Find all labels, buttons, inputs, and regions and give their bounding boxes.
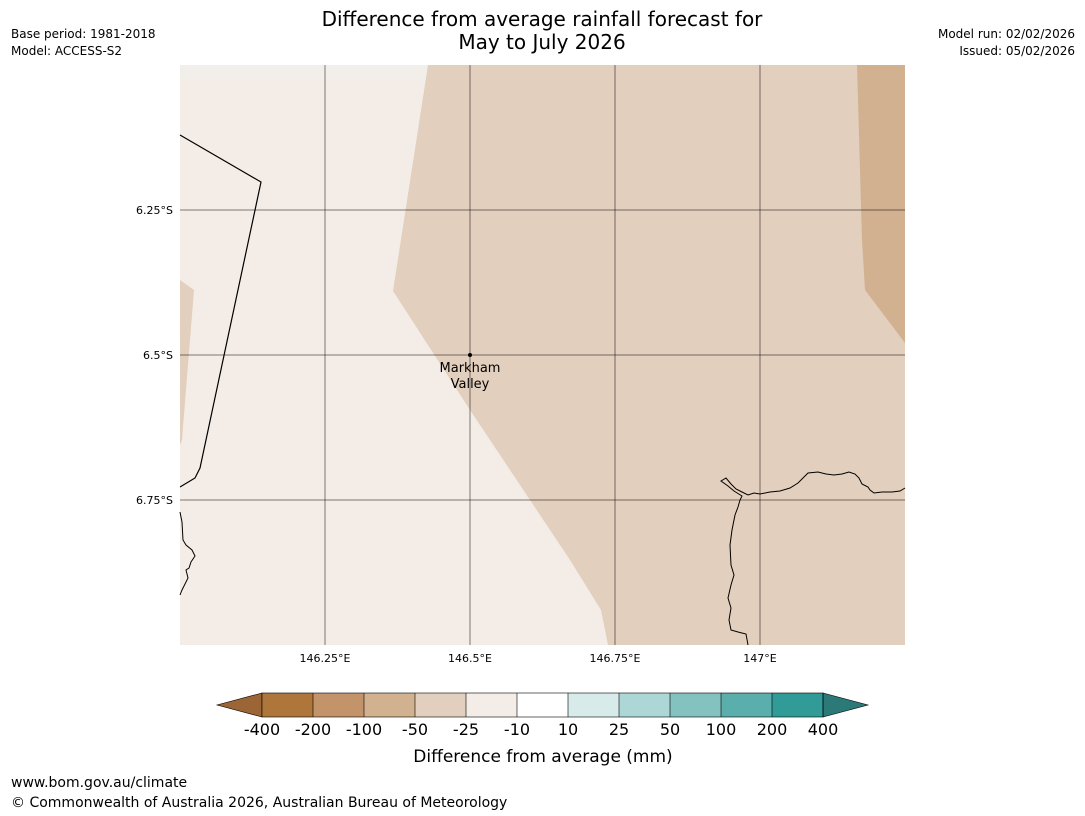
colorbar-bin-4 — [415, 693, 466, 717]
model-info: Base period: 1981-2018 Model: ACCESS-S2 — [11, 26, 156, 60]
colorbar-tick: 10 — [558, 720, 578, 739]
title-line-1: Difference from average rainfall forecas… — [321, 7, 763, 31]
colorbar-bin-10 — [721, 693, 772, 717]
colorbar-arrow-left — [215, 692, 263, 718]
map-top-strip — [180, 65, 430, 79]
lon-label-147: 147°E — [743, 652, 776, 665]
colorbar-bin-11 — [772, 693, 823, 717]
colorbar-tick: -25 — [453, 720, 479, 739]
region-minus-100-to-minus-50 — [857, 65, 905, 343]
place-label-line-1: Markham — [440, 361, 501, 376]
coastline-west — [179, 511, 196, 596]
colorbar-bin-1 — [262, 693, 313, 717]
colorbar-outline — [261, 692, 824, 718]
colorbar-tick: 50 — [660, 720, 680, 739]
legend-title: Difference from average (mm) — [413, 747, 672, 767]
colorbar-tick: -50 — [402, 720, 428, 739]
colorbar-bin-2 — [313, 693, 364, 717]
colorbar-bin-3 — [364, 693, 415, 717]
colorbar-tick: -10 — [504, 720, 530, 739]
colorbar-tick: -100 — [346, 720, 382, 739]
colorbar-bin-9 — [670, 693, 721, 717]
colorbar-tick: 200 — [757, 720, 788, 739]
title-line-2: May to July 2026 — [458, 30, 626, 54]
colorbar-legend: -400 -200 -100 -50 -25 -10 10 25 50 100 … — [215, 692, 870, 767]
map-panel: Markham Valley — [179, 65, 906, 646]
lat-label-6-75: 6.75°S — [136, 494, 173, 507]
colorbar-bin-5 — [466, 693, 517, 717]
region-left-edge-drier — [180, 280, 194, 445]
colorbar-tick: -400 — [244, 720, 280, 739]
colorbar-tick: 25 — [609, 720, 629, 739]
lat-label-6-5: 6.5°S — [143, 349, 173, 362]
colorbar-tick-labels: -400 -200 -100 -50 -25 -10 10 25 50 100 … — [244, 720, 838, 739]
lon-label-146-75: 146.75°E — [590, 652, 641, 665]
model-run-text: Model run: 02/02/2026 — [937, 27, 1075, 41]
issued-text: Issued: 05/02/2026 — [959, 44, 1075, 58]
map-title: Difference from average rainfall forecas… — [242, 8, 842, 54]
base-period-text: Base period: 1981-2018 — [11, 27, 156, 41]
place-label-line-2: Valley — [451, 377, 490, 392]
model-text: Model: ACCESS-S2 — [11, 44, 123, 58]
colorbar-bin-8 — [619, 693, 670, 717]
lat-label-6-25: 6.25°S — [136, 204, 173, 217]
colorbar-arrow-right — [822, 692, 870, 718]
colorbar-tick: 100 — [706, 720, 737, 739]
longitude-labels: 146.25°E 146.5°E 146.75°E 147°E — [300, 652, 777, 665]
footer-url: www.bom.gov.au/climate — [11, 775, 188, 791]
run-info: Model run: 02/02/2026 Issued: 05/02/2026 — [938, 26, 1075, 60]
colorbar-tick: 400 — [808, 720, 839, 739]
colorbar-dividers — [312, 693, 773, 717]
markham-valley-marker — [468, 353, 472, 357]
latitude-labels: 6.25°S 6.5°S 6.75°S — [136, 204, 173, 507]
colorbar-tick: -200 — [295, 720, 331, 739]
province-boundary — [179, 134, 262, 488]
colorbar-bin-6 — [517, 693, 568, 717]
lon-label-146-5: 146.5°E — [448, 652, 492, 665]
colorbar-bin-7 — [568, 693, 619, 717]
coastline-east — [720, 471, 906, 646]
lon-label-146-25: 146.25°E — [300, 652, 351, 665]
footer-copyright: © Commonwealth of Australia 2026, Austra… — [11, 795, 508, 811]
